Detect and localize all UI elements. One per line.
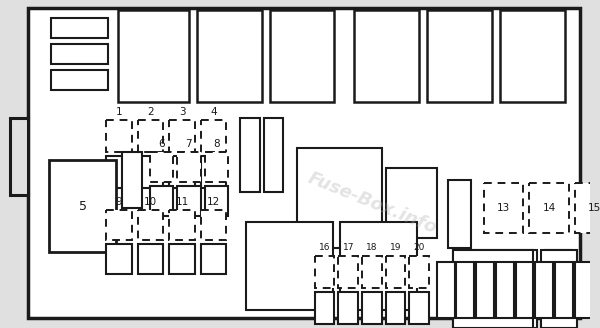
Bar xyxy=(457,262,474,318)
Bar xyxy=(177,186,200,216)
Bar xyxy=(575,183,600,233)
Bar xyxy=(118,10,189,102)
Text: Fuse-Box.info: Fuse-Box.info xyxy=(305,169,439,237)
Bar xyxy=(138,210,163,240)
Bar xyxy=(169,156,195,188)
Bar xyxy=(138,120,163,152)
Bar xyxy=(484,183,523,233)
Text: 10: 10 xyxy=(144,197,157,207)
Text: 4: 4 xyxy=(210,107,217,117)
Bar xyxy=(496,262,514,318)
Bar xyxy=(535,262,553,318)
Bar xyxy=(354,10,419,102)
Text: 11: 11 xyxy=(175,197,188,207)
Bar xyxy=(409,292,429,324)
Text: 18: 18 xyxy=(366,243,377,253)
Bar xyxy=(269,10,334,102)
Bar xyxy=(200,156,226,188)
Bar xyxy=(315,256,334,288)
Text: 7: 7 xyxy=(185,139,192,149)
Bar xyxy=(338,292,358,324)
Bar xyxy=(575,262,592,318)
Bar xyxy=(169,120,195,152)
Bar xyxy=(106,120,132,152)
Text: 13: 13 xyxy=(497,203,511,213)
Bar xyxy=(594,262,600,318)
Bar xyxy=(106,156,132,188)
Bar xyxy=(340,222,417,310)
Bar xyxy=(205,186,228,216)
Text: 9: 9 xyxy=(116,197,122,207)
Bar xyxy=(106,244,132,274)
Text: 3: 3 xyxy=(179,107,185,117)
Text: 8: 8 xyxy=(213,139,220,149)
Bar xyxy=(362,256,382,288)
Bar xyxy=(205,152,228,182)
Text: 19: 19 xyxy=(390,243,401,253)
Bar xyxy=(197,10,262,102)
Bar xyxy=(315,292,334,324)
Bar xyxy=(437,262,455,318)
Bar xyxy=(515,262,533,318)
Polygon shape xyxy=(10,118,28,195)
Text: 20: 20 xyxy=(413,243,425,253)
Bar xyxy=(362,292,382,324)
Bar xyxy=(138,244,163,274)
Text: 16: 16 xyxy=(319,243,331,253)
Text: 17: 17 xyxy=(343,243,354,253)
Bar xyxy=(200,120,226,152)
Text: 15: 15 xyxy=(587,203,600,213)
Bar xyxy=(452,250,533,328)
Bar xyxy=(246,222,332,310)
Bar xyxy=(476,262,494,318)
Bar xyxy=(338,256,358,288)
Bar xyxy=(51,18,108,38)
Text: 2: 2 xyxy=(147,107,154,117)
Bar xyxy=(386,292,406,324)
Bar xyxy=(49,160,116,252)
Bar xyxy=(452,250,537,328)
Bar xyxy=(500,10,565,102)
Bar xyxy=(138,156,163,188)
Bar xyxy=(169,244,195,274)
Bar xyxy=(448,180,471,248)
Bar xyxy=(386,256,406,288)
Bar xyxy=(555,262,572,318)
Text: 12: 12 xyxy=(207,197,220,207)
Text: 5: 5 xyxy=(79,199,86,213)
Bar xyxy=(106,210,132,240)
Bar xyxy=(427,10,492,102)
Bar xyxy=(200,244,226,274)
Bar xyxy=(297,148,382,248)
Bar xyxy=(409,256,429,288)
Bar xyxy=(177,152,200,182)
Bar xyxy=(149,152,173,182)
Bar xyxy=(200,210,226,240)
Bar xyxy=(122,152,142,208)
Bar xyxy=(149,186,173,216)
Bar xyxy=(386,168,437,238)
Bar xyxy=(263,118,283,192)
Text: 1: 1 xyxy=(116,107,122,117)
Bar xyxy=(529,183,569,233)
Bar xyxy=(541,250,577,328)
Bar xyxy=(169,210,195,240)
Text: 6: 6 xyxy=(158,139,164,149)
Bar xyxy=(545,250,571,328)
Bar xyxy=(51,44,108,64)
Bar xyxy=(240,118,260,192)
Bar xyxy=(51,70,108,90)
Text: 14: 14 xyxy=(542,203,556,213)
